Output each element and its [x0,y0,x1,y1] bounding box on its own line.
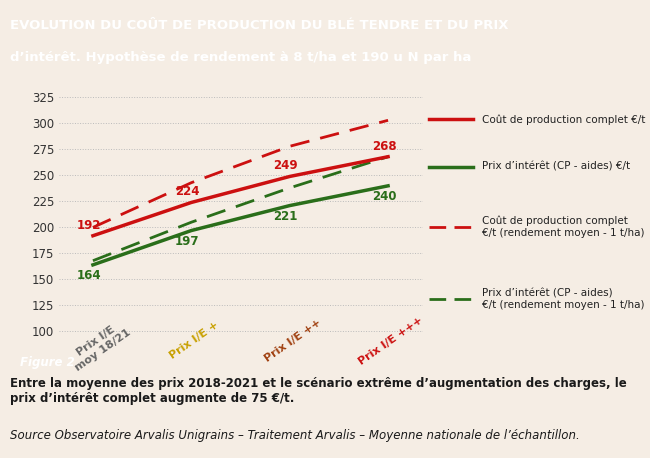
Text: Figure 2: Figure 2 [20,356,75,369]
Text: 164: 164 [77,269,101,282]
Text: EVOLUTION DU COÛT DE PRODUCTION DU BLÉ TENDRE ET DU PRIX: EVOLUTION DU COÛT DE PRODUCTION DU BLÉ T… [10,20,508,33]
Text: Source Observatoire Arvalis Unigrains – Traitement Arvalis – Moyenne nationale d: Source Observatoire Arvalis Unigrains – … [10,430,580,442]
Text: d’intérêt. Hypothèse de rendement à 8 t/ha et 190 u N par ha: d’intérêt. Hypothèse de rendement à 8 t/… [10,51,471,64]
Text: 197: 197 [175,234,200,248]
Text: 240: 240 [372,190,396,203]
Text: Prix d’intérêt (CP - aides) €/t: Prix d’intérêt (CP - aides) €/t [482,162,630,172]
Text: Entre la moyenne des prix 2018-2021 et le scénario extrême d’augmentation des ch: Entre la moyenne des prix 2018-2021 et l… [10,377,627,405]
Text: 192: 192 [77,218,101,232]
Text: 221: 221 [274,210,298,223]
Text: Prix I/E
moy 18/21: Prix I/E moy 18/21 [66,318,132,373]
Text: Prix d’intérêt (CP - aides)
€/t (rendement moyen - 1 t/ha): Prix d’intérêt (CP - aides) €/t (rendeme… [482,289,645,310]
Text: Coût de production complet
€/t (rendement moyen - 1 t/ha): Coût de production complet €/t (rendemen… [482,216,645,238]
Text: 224: 224 [175,185,200,198]
Text: Prix I/E +++: Prix I/E +++ [357,315,425,366]
Text: 249: 249 [274,159,298,172]
Text: Coût de production complet €/t: Coût de production complet €/t [482,114,645,125]
Text: Prix I/E +: Prix I/E + [168,320,220,361]
Text: 268: 268 [372,140,396,153]
Text: Prix I/E ++: Prix I/E ++ [263,317,322,364]
